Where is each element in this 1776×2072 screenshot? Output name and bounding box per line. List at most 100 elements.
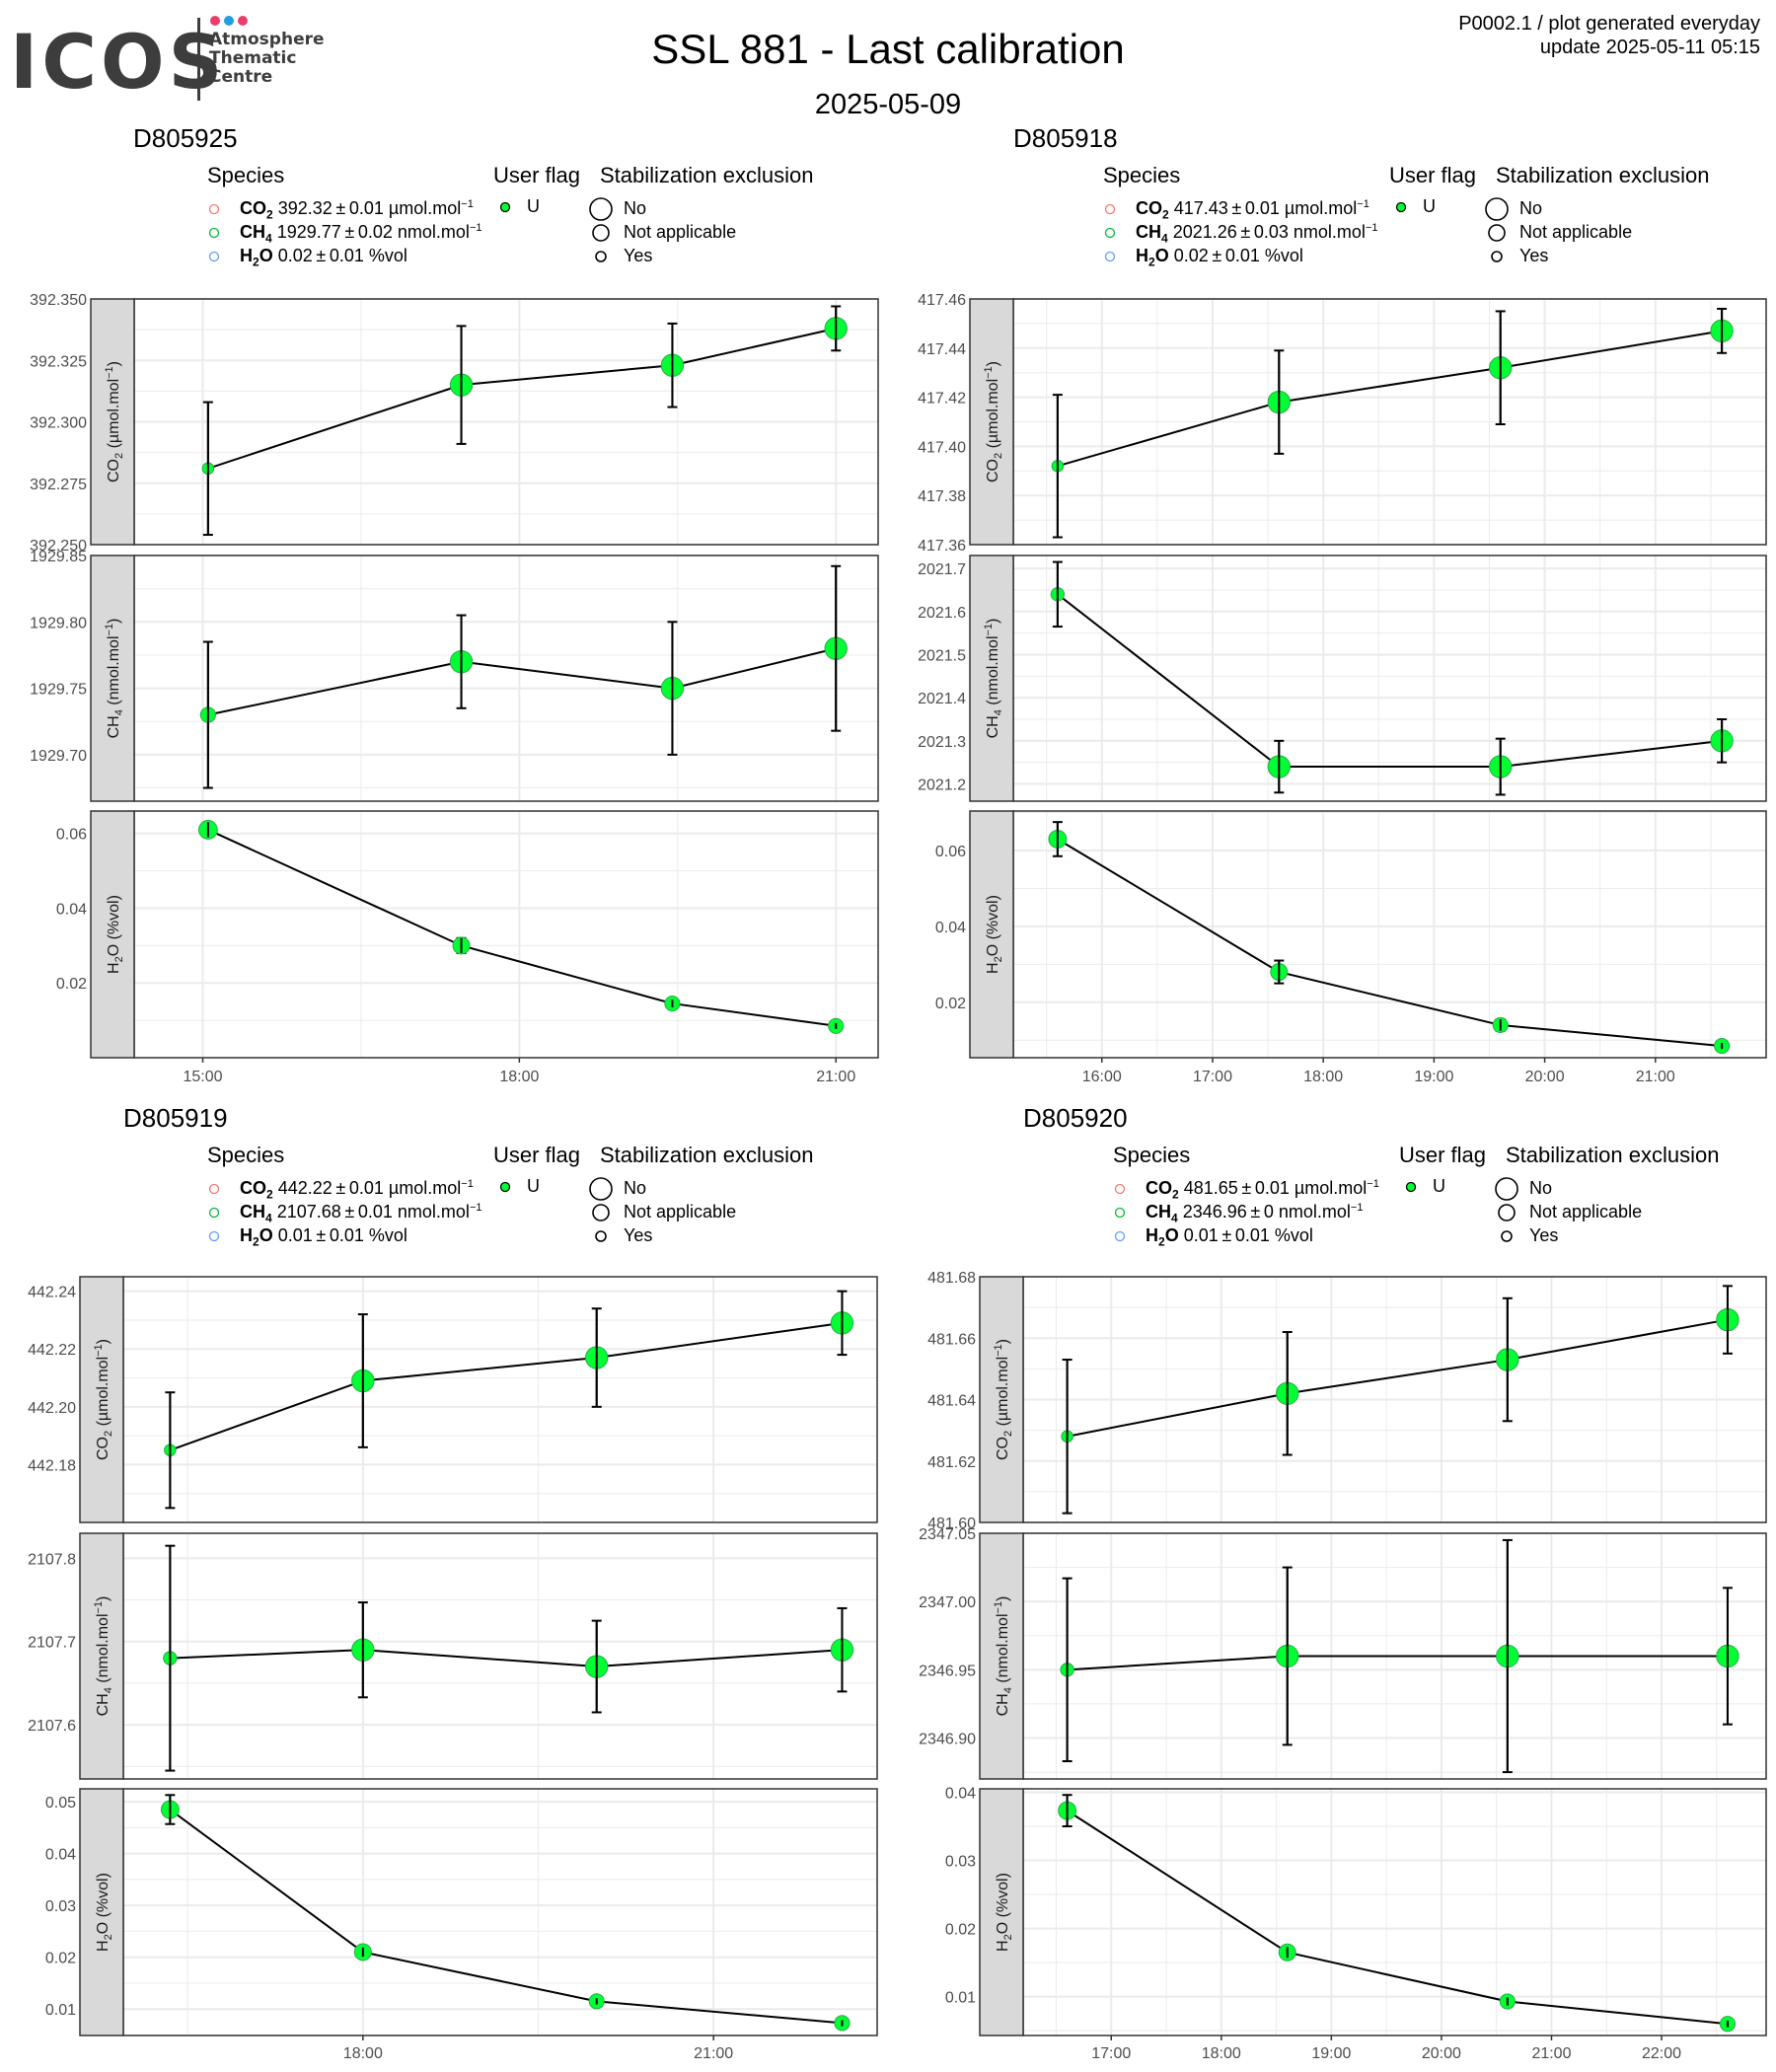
y-tick-label: 417.42 xyxy=(918,391,966,407)
logo-sub-line: Centre xyxy=(209,67,273,87)
stab-key-icon xyxy=(1485,197,1509,221)
strip-label-part: H xyxy=(995,1940,1011,1952)
plus-minus: ± xyxy=(332,1178,349,1198)
facet-strip xyxy=(79,1532,124,1780)
strip-label-sub: 2 xyxy=(103,1934,114,1940)
logo-dot-icon xyxy=(224,16,234,26)
legend-stab-title: Stabilization exclusion xyxy=(600,163,814,187)
facet-strip-label: H2O (%vol) xyxy=(995,1873,1014,1952)
y-tick-label: 442.24 xyxy=(28,1285,76,1301)
y-tick-label: 0.06 xyxy=(935,844,966,860)
species-unit: nmol.mol xyxy=(397,1202,470,1221)
stab-key-icon xyxy=(589,1177,613,1201)
facet-strip-label: CH4 (nmol.mol−1) xyxy=(93,1596,114,1717)
legend-flag-value: U xyxy=(527,196,540,216)
legend-species-title: Species xyxy=(1103,163,1181,187)
legend-stab-entry: Not applicable xyxy=(1529,1202,1643,1221)
stab-key-circle xyxy=(1498,1204,1516,1221)
plus-minus: ± xyxy=(1237,1178,1255,1198)
species-name: H2O xyxy=(1146,1225,1179,1249)
species-name-part: H xyxy=(1136,246,1148,265)
species-key-icon xyxy=(208,251,220,262)
legend-species-entry: CO2 417.43 ± 0.01 µmol.mol−1 xyxy=(1136,198,1369,222)
y-tick-label: 481.64 xyxy=(927,1393,976,1410)
y-tick-label: 2021.6 xyxy=(918,605,966,622)
strip-label-sub: 4 xyxy=(103,1687,114,1693)
legend-flag-value: U xyxy=(1423,196,1436,216)
stab-key-circle xyxy=(589,197,613,221)
strip-label-sup: −1 xyxy=(93,1344,105,1357)
species-unit-sup: −1 xyxy=(461,198,474,210)
species-uncertainty: 0.01 xyxy=(348,198,389,218)
y-tick-label: 2107.7 xyxy=(28,1635,76,1652)
facet-strip xyxy=(979,1276,1024,1523)
strip-label-sup: −1 xyxy=(93,1601,105,1614)
facet-strip-label: CH4 (nmol.mol−1) xyxy=(993,1596,1014,1717)
panel-title: D805919 xyxy=(123,1103,228,1133)
y-tick-label: 1929.70 xyxy=(30,748,87,765)
legend-species-entry: CH4 1929.77 ± 0.02 nmol.mol−1 xyxy=(240,222,481,246)
strip-label-part: CO xyxy=(995,1437,1011,1460)
flag-key-icon xyxy=(1395,201,1407,213)
legend-species-entry: CH4 2346.96 ± 0 nmol.mol−1 xyxy=(1146,1202,1363,1225)
species-subscript: 2 xyxy=(266,1187,273,1202)
strip-label-sup: −1 xyxy=(983,366,995,379)
y-tick-label: 2021.2 xyxy=(918,777,966,794)
x-tick-label: 18:00 xyxy=(1303,1069,1343,1085)
x-tick-label: 17:00 xyxy=(1193,1069,1232,1085)
species-unit-sup: −1 xyxy=(1367,1178,1379,1190)
strip-label-sub: 2 xyxy=(103,1431,114,1437)
species-name-part: CH xyxy=(240,222,265,242)
stab-key-circle xyxy=(1495,1177,1518,1201)
stab-key-icon xyxy=(1498,1204,1516,1221)
species-key-icon xyxy=(208,1183,220,1195)
legend-stab-entry: No xyxy=(1529,1178,1553,1198)
facet-strip-label: CO2 (µmol.mol−1) xyxy=(993,1339,1014,1460)
species-key-icon xyxy=(208,227,220,239)
y-tick-label: 0.04 xyxy=(935,920,966,936)
species-subscript: 2 xyxy=(253,255,259,269)
strip-label-part: (µmol.mol xyxy=(95,1357,111,1431)
x-tick-label: 21:00 xyxy=(1531,2045,1571,2062)
strip-label-part: (nmol.mol xyxy=(985,635,1001,709)
y-tick-label: 417.46 xyxy=(918,292,966,309)
species-key-circle xyxy=(1104,251,1116,262)
species-subscript: 2 xyxy=(1158,1234,1165,1249)
species-unit: %vol xyxy=(1274,1225,1313,1245)
facet-strip-label: CH4 (nmol.mol−1) xyxy=(983,619,1004,739)
plus-minus: ± xyxy=(312,246,330,265)
legend-stab-entry: Not applicable xyxy=(624,1202,737,1221)
legend-stab-entry: Yes xyxy=(624,1225,653,1245)
logo-sub-line: Thematic xyxy=(209,48,297,68)
strip-label-part: CH xyxy=(985,715,1001,738)
species-unit-sup: −1 xyxy=(469,222,482,234)
species-unit: %vol xyxy=(1264,246,1303,265)
strip-label-part: CO xyxy=(985,459,1001,482)
series-line xyxy=(207,829,837,1027)
facet-strip-label: H2O (%vol) xyxy=(985,895,1004,974)
strip-label-part: (nmol.mol xyxy=(106,635,122,709)
facet-strip-label: H2O (%vol) xyxy=(95,1873,114,1952)
y-tick-label: 392.325 xyxy=(30,353,87,370)
species-unit: nmol.mol xyxy=(397,222,470,242)
stab-key-icon xyxy=(595,1230,607,1242)
species-name-part: O xyxy=(259,1225,273,1245)
strip-label-sub: 2 xyxy=(113,453,125,459)
strip-label-sub: 4 xyxy=(1002,1687,1014,1693)
strip-label-sub: 2 xyxy=(113,956,125,962)
panel-title: D805918 xyxy=(1013,123,1118,153)
update-info: P0002.1 / plot generated everyday update… xyxy=(1458,12,1760,59)
y-tick-label: 2021.3 xyxy=(918,734,966,751)
species-uncertainty: 0.01 xyxy=(1224,246,1265,265)
panel-title: D805920 xyxy=(1023,1103,1128,1133)
facet-strip xyxy=(979,1788,1024,2036)
plus-minus: ± xyxy=(1227,198,1245,218)
legend-species-title: Species xyxy=(207,1143,285,1167)
x-tick-label: 18:00 xyxy=(343,2045,383,2062)
legend-species-entry: CO2 442.22 ± 0.01 µmol.mol−1 xyxy=(240,1178,474,1202)
